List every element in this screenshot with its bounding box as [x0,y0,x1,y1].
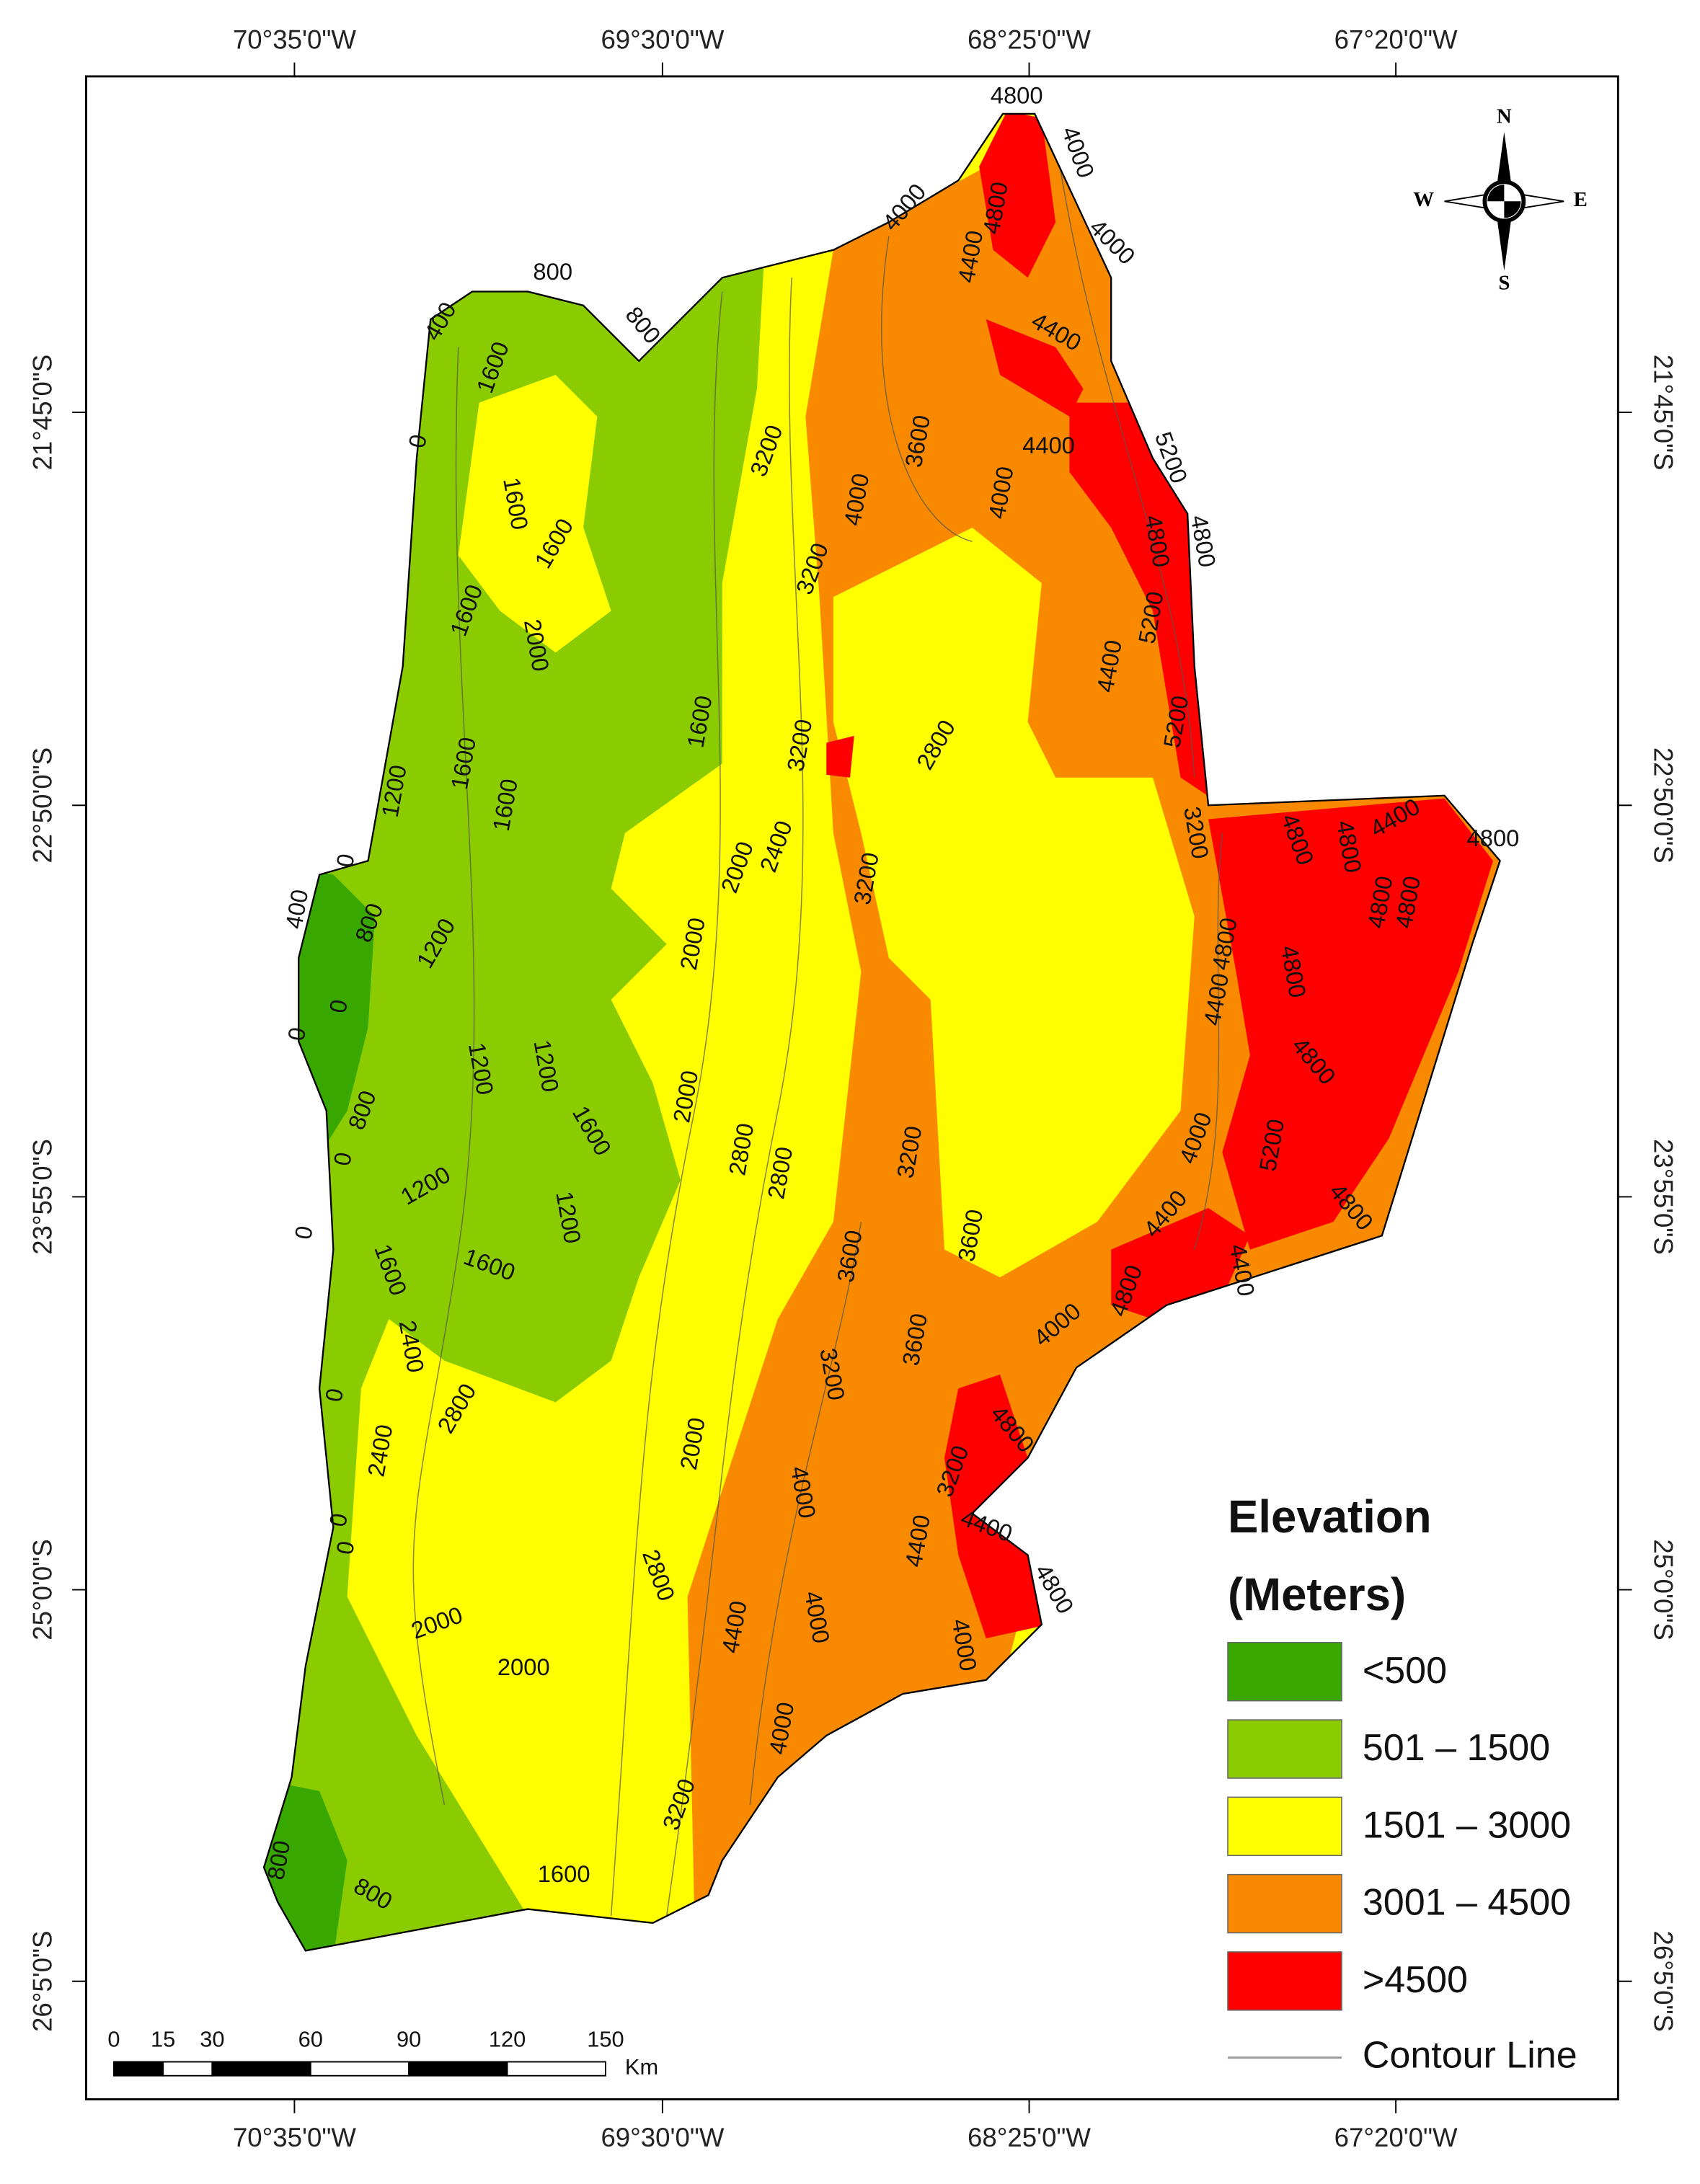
latitude-label: 22°50'0"S [1648,747,1678,864]
latitude-label: 26°5'0"S [27,1931,57,2032]
compass-core [1487,185,1521,218]
scale-label: 150 [587,2027,624,2052]
longitude-label: 70°35'0"W [233,25,356,54]
scale-segment [506,2061,606,2077]
longitude-label: 69°30'0"W [601,25,724,54]
compass: N S E W [1413,105,1588,294]
legend-title: Elevation [1228,1491,1432,1542]
contour-line [610,291,723,1917]
scale-segment [211,2061,311,2077]
compass-east: E [1574,188,1588,211]
contour-label: 4800 [991,81,1043,108]
longitude-label: 69°30'0"W [601,2123,724,2152]
latitude-label: 21°45'0"S [27,355,57,471]
compass-west: W [1413,188,1434,211]
contour-line [749,1221,862,1806]
legend-swatch [1227,1796,1342,1857]
contour-line [1194,833,1223,1250]
zone-red [826,735,854,778]
legend-label: 501 – 1500 [1363,1727,1550,1769]
contour-label: 4800 [1467,825,1520,851]
zone-yellow [458,375,611,653]
zone-red [986,319,1084,417]
scale-segment [309,2061,410,2077]
scale-label: 120 [489,2027,526,2052]
scale-segment [408,2061,508,2077]
scale-segment [113,2061,164,2077]
longitude-label: 70°35'0"W [233,2123,356,2152]
contour-line [665,278,804,1917]
longitude-label: 67°20'0"W [1334,2123,1458,2152]
compass-south: S [1498,272,1510,295]
compass-north: N [1497,105,1512,128]
latitude-label: 26°5'0"S [1648,1931,1678,2032]
scale-unit: Km [625,2054,658,2079]
legend-swatch [1227,1951,1342,2011]
longitude-label: 68°25'0"W [968,2123,1091,2152]
scale-label: 0 [107,2027,120,2052]
latitude-label: 23°55'0"S [27,1139,57,1255]
latitude-label: 23°55'0"S [1648,1139,1678,1255]
zone-red [944,1374,1049,1638]
scale-label: 30 [200,2027,224,2052]
legend-swatch [1227,1873,1342,1934]
zone-red [1208,798,1493,1250]
contour-label: 4400 [1022,432,1075,458]
scale-label: 60 [298,2027,323,2052]
legend-swatch [1227,1719,1342,1779]
latitude-label: 25°0'0"S [1648,1539,1678,1640]
contour-line [412,347,475,1806]
contour-line [880,236,973,542]
latitude-label: 22°50'0"S [27,747,57,864]
contour-line [1055,138,1195,778]
zone-yellow [833,527,1195,1278]
zone-red [979,113,1056,278]
contour-label: 800 [533,258,572,285]
legend-label: <500 [1363,1650,1447,1692]
legend-label: 1501 – 3000 [1363,1804,1571,1846]
longitude-label: 67°20'0"W [1334,25,1458,54]
contour-label: 1600 [538,1860,590,1887]
contour-lines [412,138,1223,1917]
scale-label: 90 [397,2027,421,2052]
legend-swatch [1227,1641,1342,1702]
legend-label: 3001 – 4500 [1363,1882,1571,1924]
legend-contour-label: Contour Line [1363,2034,1577,2076]
legend-label: >4500 [1363,1959,1468,2001]
latitude-label: 21°45'0"S [1648,355,1678,471]
legend-subtitle: (Meters) [1228,1569,1406,1620]
latitude-label: 25°0'0"S [27,1539,57,1640]
scale-label: 15 [151,2027,175,2052]
scale-segment [162,2061,213,2077]
longitude-label: 68°25'0"W [968,25,1091,54]
contour-label: 2000 [497,1653,550,1680]
